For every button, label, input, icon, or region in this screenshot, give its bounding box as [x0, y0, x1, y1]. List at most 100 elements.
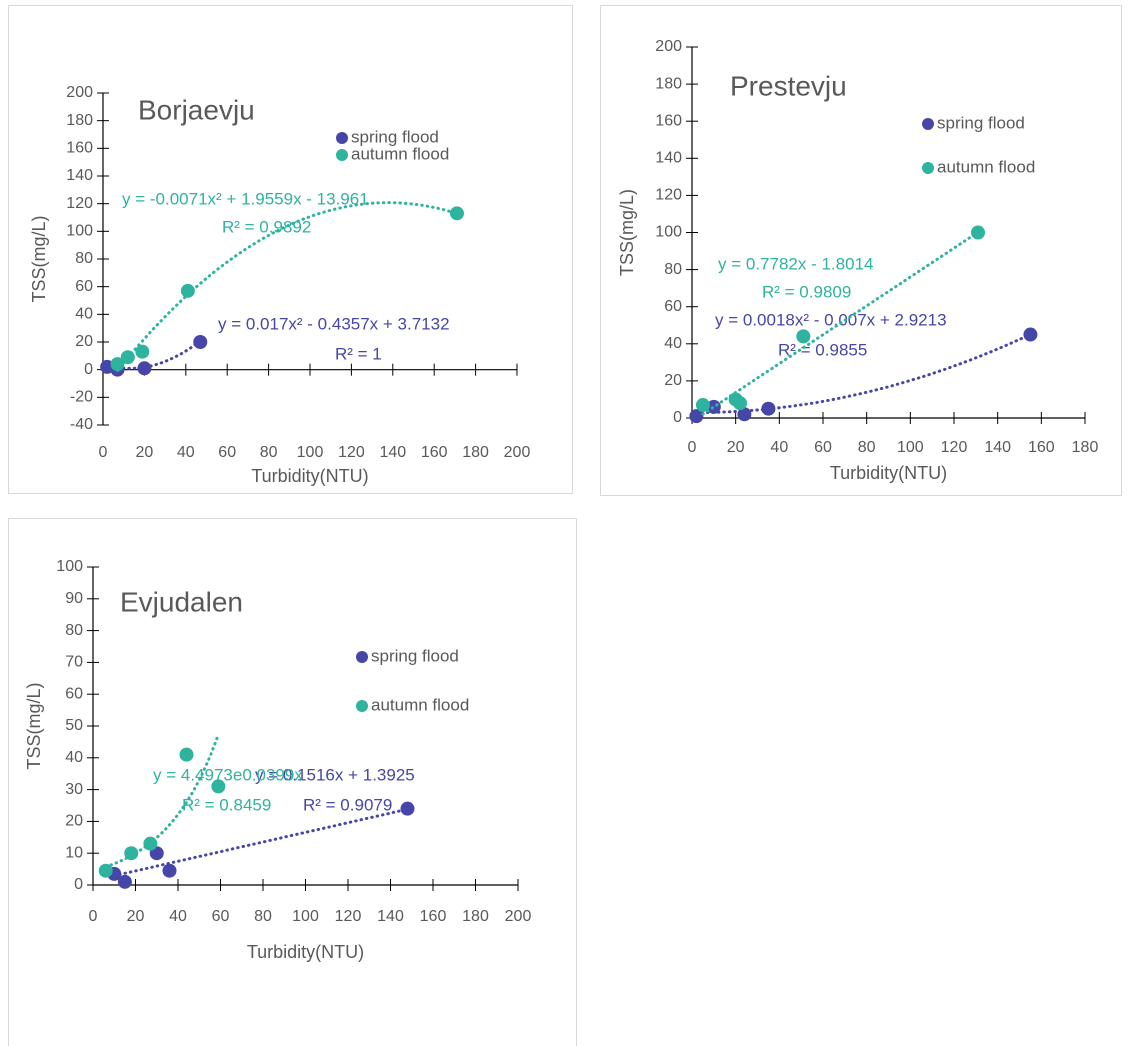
- y-tick-label: 20: [65, 813, 83, 830]
- y-axis-title: TSS(mg/L): [24, 682, 44, 769]
- data-point: [400, 801, 415, 816]
- trendline: [694, 332, 1032, 415]
- data-point: [695, 398, 710, 413]
- data-point: [124, 846, 139, 861]
- trendline-r2: R² = 0.9809: [762, 282, 851, 301]
- trendline-r2: R² = 0.9079: [303, 795, 392, 814]
- x-tick-label: 80: [858, 439, 876, 456]
- data-point: [120, 350, 135, 365]
- x-tick-label: 120: [335, 908, 362, 925]
- y-tick-label: 80: [65, 622, 83, 639]
- trendline-equation: y = -0.0071x² + 1.9559x - 13.961: [122, 189, 369, 208]
- x-tick-label: 180: [1072, 439, 1099, 456]
- y-tick-label: 80: [664, 261, 682, 278]
- x-tick-label: 80: [260, 444, 278, 461]
- y-tick-label: 180: [655, 75, 682, 92]
- chart-title: Prestevju: [730, 70, 847, 101]
- trendline-r2: R² = 0.9855: [778, 340, 867, 359]
- y-tick-label: 40: [664, 335, 682, 352]
- chart-frame: [600, 5, 1122, 496]
- y-tick-label: 160: [655, 112, 682, 129]
- x-tick-label: 100: [292, 908, 319, 925]
- x-axis-title: Turbidity(NTU): [251, 466, 368, 486]
- x-tick-label: 60: [212, 908, 230, 925]
- x-tick-label: 20: [727, 439, 745, 456]
- y-tick-label: 0: [84, 361, 93, 378]
- x-tick-label: 100: [297, 444, 324, 461]
- y-tick-label: 0: [74, 876, 83, 893]
- y-tick-label: 10: [65, 844, 83, 861]
- x-tick-label: 120: [941, 439, 968, 456]
- trendline: [104, 732, 220, 869]
- data-point: [761, 401, 776, 416]
- x-tick-label: 60: [814, 439, 832, 456]
- data-point: [162, 863, 177, 878]
- x-tick-label: 160: [420, 908, 447, 925]
- data-point: [180, 283, 195, 298]
- y-tick-label: 60: [75, 278, 93, 295]
- y-tick-label: 20: [664, 372, 682, 389]
- legend-marker: [336, 132, 348, 144]
- legend-marker: [356, 651, 368, 663]
- legend-label: spring flood: [351, 127, 439, 146]
- trendline-equation: y = 0.7782x - 1.8014: [718, 254, 873, 273]
- x-tick-label: 180: [462, 444, 489, 461]
- x-axis-title: Turbidity(NTU): [247, 942, 364, 962]
- legend-marker: [922, 118, 934, 130]
- y-axis-title: TSS(mg/L): [29, 215, 49, 302]
- trendline-r2: R² = 0.9892: [222, 217, 311, 236]
- chart: 0 20 40 60 80 100 120 140 160 180 200 0 20 40 60 80 100 1…: [617, 38, 1099, 483]
- y-tick-label: 0: [673, 409, 682, 426]
- legend-label: autumn flood: [351, 144, 449, 163]
- data-point: [193, 335, 208, 349]
- legend-label: autumn flood: [937, 157, 1035, 176]
- x-tick-label: 0: [688, 439, 697, 456]
- x-tick-label: 0: [99, 444, 108, 461]
- data-point: [137, 361, 152, 376]
- y-tick-label: 100: [655, 224, 682, 241]
- data-point: [1023, 327, 1038, 342]
- data-point: [135, 344, 150, 359]
- y-tick-label: 30: [65, 781, 83, 798]
- y-tick-label: -40: [70, 416, 93, 433]
- x-tick-label: 40: [169, 908, 187, 925]
- legend-label: spring flood: [371, 646, 459, 665]
- y-tick-label: 60: [65, 685, 83, 702]
- x-tick-label: 80: [254, 908, 272, 925]
- y-tick-label: 90: [65, 590, 83, 607]
- x-tick-label: 0: [89, 908, 98, 925]
- y-tick-label: 160: [66, 140, 93, 157]
- x-tick-label: 20: [127, 908, 145, 925]
- y-tick-label: 70: [65, 654, 83, 671]
- y-tick-label: 100: [66, 223, 93, 240]
- data-point: [733, 396, 748, 411]
- data-point: [179, 747, 194, 762]
- x-axis-title: Turbidity(NTU): [830, 463, 947, 483]
- data-point: [449, 206, 464, 221]
- y-tick-label: 100: [56, 558, 83, 575]
- chart-frame: [8, 5, 573, 494]
- y-tick-label: 60: [664, 298, 682, 315]
- x-tick-label: 140: [984, 439, 1011, 456]
- chart: -40 -20 0 20 40 60 80 100 120 140 160 180 200 0 20 40 60…: [29, 84, 531, 486]
- data-point: [143, 836, 158, 851]
- y-tick-label: -20: [70, 389, 93, 406]
- x-tick-label: 160: [1028, 439, 1055, 456]
- chart-title: Borjaevju: [138, 94, 255, 125]
- x-tick-label: 160: [421, 444, 448, 461]
- trendline-equation: y = 0.1516x + 1.3925: [255, 765, 415, 784]
- x-tick-label: 40: [177, 444, 195, 461]
- legend-marker: [922, 162, 934, 174]
- x-tick-label: 60: [218, 444, 236, 461]
- data-point: [971, 225, 986, 240]
- trendline-equation: y = 0.0018x² - 0.007x + 2.9213: [715, 310, 947, 329]
- x-tick-label: 120: [338, 444, 365, 461]
- trendline-equation: y = 0.017x² - 0.4357x + 3.7132: [218, 314, 450, 333]
- trendline-r2: R² = 1: [335, 344, 382, 363]
- y-tick-label: 180: [66, 112, 93, 129]
- trendline-equation: y = 4.4973e0.0399x: [153, 765, 303, 784]
- trendline: [701, 230, 980, 416]
- x-tick-label: 200: [504, 444, 531, 461]
- legend-label: spring flood: [937, 113, 1025, 132]
- y-axis-title: TSS(mg/L): [617, 189, 637, 276]
